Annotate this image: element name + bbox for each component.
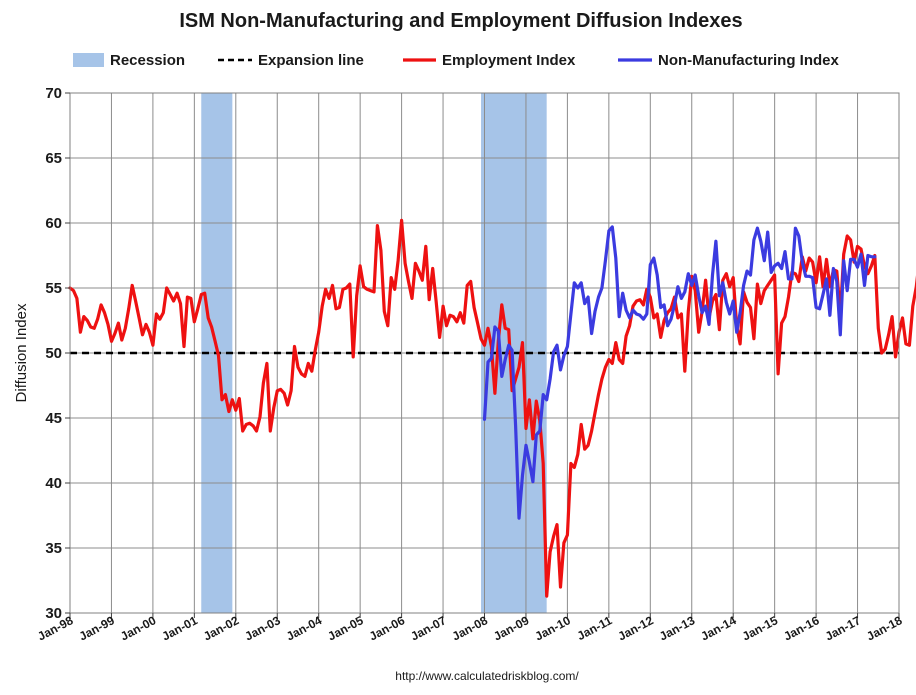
y-tick-label: 70 — [45, 85, 62, 102]
x-tick-label: Jan-02 — [201, 613, 241, 643]
y-tick-label: 60 — [45, 215, 62, 232]
x-tick-label: Jan-13 — [657, 613, 697, 643]
y-axis: 30 35 40 45 50 55 60 65 70 — [45, 85, 70, 622]
employment-indexline — [68, 218, 916, 598]
x-tick-label: Jan-03 — [243, 613, 283, 643]
x-tick-label: Jan-99 — [77, 613, 117, 643]
y-tick-label: 50 — [45, 345, 62, 362]
x-tick-label: Jan-01 — [160, 613, 200, 643]
x-tick-label: Jan-06 — [367, 613, 407, 643]
y-axis-label: Diffusion Index — [13, 303, 30, 402]
legend-label: Recession — [110, 52, 185, 69]
series — [68, 218, 916, 598]
x-tick-label: Jan-18 — [864, 613, 904, 643]
x-tick-label: Jan-10 — [533, 613, 573, 643]
legend-item-recession: Recession — [73, 52, 185, 69]
legend-item-expansion-line: Expansion line — [218, 52, 364, 69]
x-tick-label: Jan-15 — [740, 613, 780, 643]
y-tick-label: 30 — [45, 605, 62, 622]
x-tick-label: Jan-12 — [616, 613, 656, 643]
x-tick-label: Jan-11 — [575, 613, 615, 643]
legend: Recession Expansion line Employment Index N… — [73, 52, 839, 69]
x-tick-label: Jan-00 — [118, 613, 158, 643]
legend-item-employment-index: Employment Index — [403, 52, 576, 69]
x-axis: Jan-98 Jan-99 Jan-00 Jan-01 Jan-02 Jan-03 Jan-… — [35, 613, 905, 644]
x-tick-label: Jan-08 — [450, 613, 490, 643]
x-tick-label: Jan-09 — [491, 613, 531, 643]
x-tick-label: Jan-07 — [408, 613, 448, 643]
x-tick-label: Jan-17 — [823, 613, 863, 643]
x-tick-label: Jan-04 — [284, 613, 324, 643]
legend-label: Expansion line — [258, 52, 364, 69]
legend-label: Non-Manufacturing Index — [658, 52, 839, 69]
y-tick-label: 35 — [45, 540, 62, 557]
legend-item-non-manufacturing-index: Non-Manufacturing Index — [618, 52, 839, 69]
y-tick-label: 65 — [45, 150, 62, 167]
chart-title: ISM Non-Manufacturing and Employment Dif… — [179, 10, 742, 32]
x-tick-label: Jan-14 — [698, 613, 738, 643]
x-tick-label: Jan-05 — [325, 613, 365, 643]
source-url: http://www.calculatedriskblog.com/ — [395, 669, 579, 683]
y-tick-label: 55 — [45, 280, 62, 297]
legend-label: Employment Index — [442, 52, 576, 69]
y-tick-label: 40 — [45, 475, 62, 492]
x-tick-label: Jan-16 — [781, 613, 821, 643]
legend-swatch — [73, 53, 104, 67]
y-tick-label: 45 — [45, 410, 62, 427]
non-manufacturing-indexline — [482, 225, 877, 520]
